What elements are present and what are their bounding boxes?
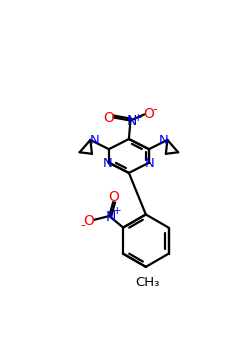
Text: -: - (152, 103, 156, 116)
Text: N: N (159, 134, 168, 147)
Text: +: + (113, 206, 121, 216)
Text: CH₃: CH₃ (135, 276, 160, 289)
Text: N: N (103, 157, 113, 170)
Text: O: O (104, 111, 114, 125)
Text: -: - (81, 219, 85, 232)
Text: +: + (134, 113, 142, 123)
Text: N: N (106, 210, 116, 224)
Text: O: O (83, 214, 94, 228)
Text: N: N (127, 114, 137, 128)
Text: O: O (144, 107, 154, 121)
Text: N: N (145, 157, 154, 170)
Text: N: N (89, 134, 99, 147)
Text: O: O (108, 190, 119, 204)
